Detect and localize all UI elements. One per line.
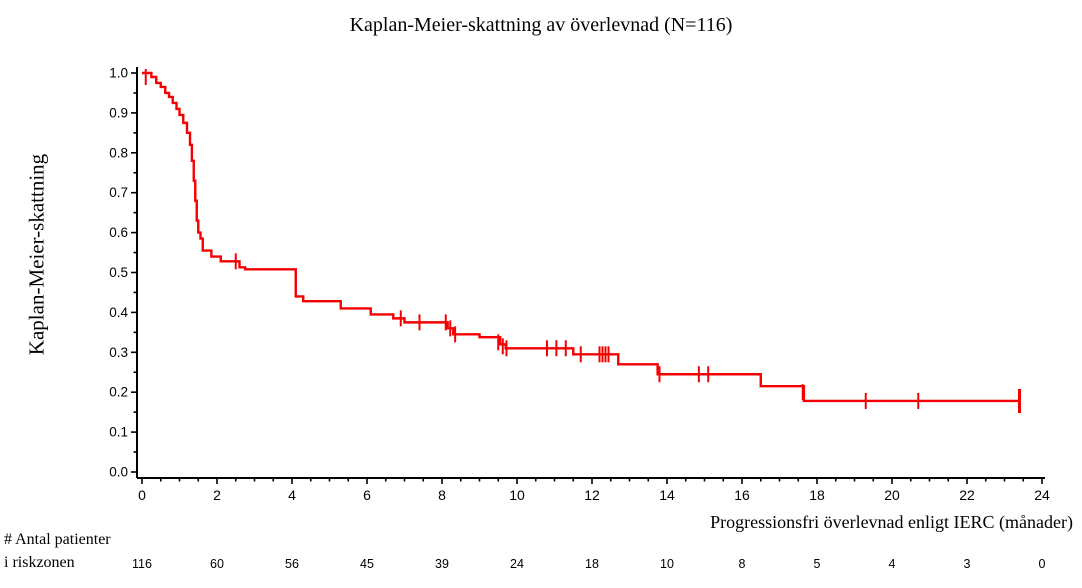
risk-count: 116 [132,557,152,571]
chart-title: Kaplan-Meier-skattning av överlevnad (N=… [349,14,733,36]
x-tick-label: 16 [734,487,750,503]
risk-count: 45 [360,557,374,571]
risk-table-label-line2: i riskzonen [4,554,75,571]
risk-table-label: # Antal patienter i riskzonen [4,528,111,574]
y-tick-label: 0.9 [109,105,128,120]
y-tick-label: 0.1 [109,425,128,440]
risk-count: 60 [210,557,224,571]
y-tick-label: 0.3 [109,345,128,360]
risk-count: 24 [510,557,524,571]
x-tick-label: 10 [509,487,525,503]
risk-count: 5 [814,557,821,571]
risk-count: 10 [660,557,674,571]
x-tick-label: 14 [659,487,675,503]
x-tick-label: 18 [809,487,825,503]
risk-count: 0 [1039,557,1046,571]
risk-count: 8 [739,557,746,571]
x-axis-label: Progressionsfri överlevnad enligt IERC (… [710,512,1073,532]
y-tick-label: 0.8 [109,145,128,160]
risk-count: 18 [585,557,599,571]
x-tick-label: 0 [138,487,146,503]
y-tick-label: 1.0 [109,66,128,81]
x-tick-label: 8 [438,487,446,503]
risk-count: 4 [889,557,896,571]
y-tick-label: 0.5 [109,265,128,280]
km-curve [142,71,1020,403]
y-tick-label: 0.7 [109,185,128,200]
y-tick-label: 0.4 [109,305,128,320]
x-tick-label: 24 [1034,487,1050,503]
x-tick-label: 6 [363,487,371,503]
x-tick-label: 12 [584,487,600,503]
risk-table-label-line1: # Antal patienter [4,531,111,548]
risk-count: 39 [435,557,449,571]
y-tick-label: 0.6 [109,225,128,240]
x-tick-label: 2 [213,487,221,503]
x-tick-label: 20 [884,487,900,503]
x-tick-label: 22 [959,487,975,503]
y-tick-label: 0.0 [109,465,128,480]
risk-count: 56 [285,557,299,571]
y-tick-label: 0.2 [109,385,128,400]
x-tick-label: 4 [288,487,296,503]
risk-count: 3 [964,557,971,571]
